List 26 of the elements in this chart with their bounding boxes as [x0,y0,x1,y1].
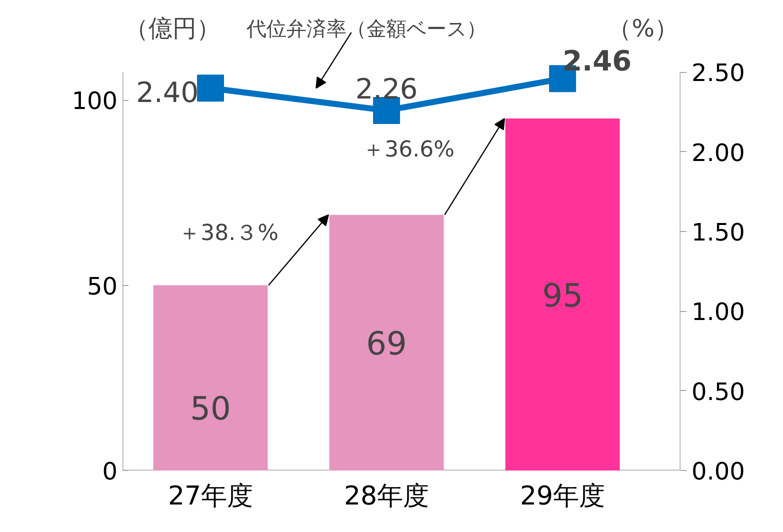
text: 1.00 [692,298,745,326]
text: 2.00 [692,138,745,167]
data-label: 69 [366,324,407,363]
data-label: 50 [190,390,231,428]
data-label: 2.46 [562,44,632,78]
y-axis-title: （億円） [124,14,220,42]
y-tick-label: 50 [86,272,118,300]
x-tick-label: 27年度 [168,482,254,512]
y2-axis-title: （%） [608,14,679,42]
bar [329,214,444,470]
data-label: 2.40 [136,76,199,110]
annotation: ＋36.6% [362,138,455,163]
bar [153,285,268,470]
data-label: 95 [542,276,583,315]
text: 2.50 [692,59,745,88]
text: 0.50 [692,378,745,406]
data-label: 2.26 [355,72,418,106]
y-tick-label: 100 [72,87,118,116]
x-tick-label: 29年度 [520,482,606,512]
text: 1.50 [692,218,745,247]
text: 代位弁済率（金額ベース） [246,16,487,40]
bar [505,118,620,470]
text: 0.00 [692,458,745,486]
y-tick-label: 0 [102,458,118,486]
annotation: ＋38.３% [178,221,279,246]
x-tick-label: 28年度 [344,482,430,512]
